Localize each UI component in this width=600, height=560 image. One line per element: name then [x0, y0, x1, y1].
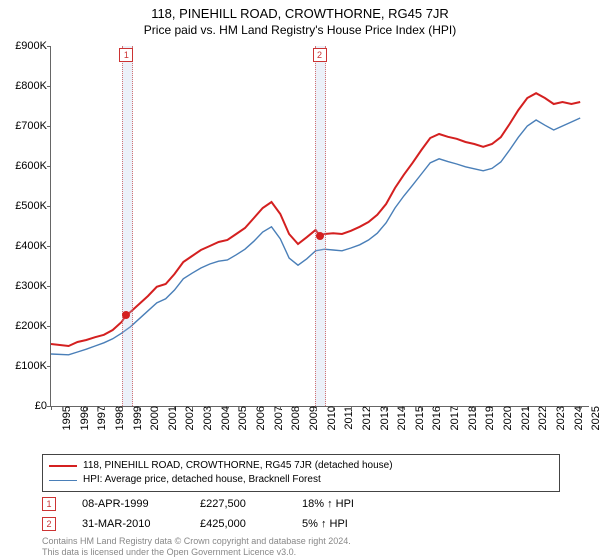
sales-row-marker: 1 — [42, 497, 56, 511]
x-axis-label: 2001 — [161, 406, 179, 430]
x-axis-label: 2012 — [355, 406, 373, 430]
x-axis-label: 2004 — [214, 406, 232, 430]
sales-row-date: 08-APR-1999 — [82, 498, 174, 510]
x-axis-label: 2024 — [567, 406, 585, 430]
x-axis-label: 2017 — [443, 406, 461, 430]
chart-container: 118, PINEHILL ROAD, CROWTHORNE, RG45 7JR… — [0, 0, 600, 560]
x-axis-label: 2018 — [461, 406, 479, 430]
y-axis-label: £500K — [0, 200, 51, 212]
x-axis-label: 1999 — [126, 406, 144, 430]
x-axis-label: 2020 — [496, 406, 514, 430]
chart-title: 118, PINEHILL ROAD, CROWTHORNE, RG45 7JR — [0, 0, 600, 21]
y-axis-label: £300K — [0, 280, 51, 292]
x-axis-label: 1998 — [108, 406, 126, 430]
sale-marker-box: 2 — [313, 48, 327, 62]
x-axis-label: 2000 — [143, 406, 161, 430]
sales-row-date: 31-MAR-2010 — [82, 518, 174, 530]
y-axis-label: £0 — [0, 400, 51, 412]
sale-range-shade — [315, 46, 327, 406]
x-axis-label: 2005 — [231, 406, 249, 430]
x-axis-label: 1997 — [90, 406, 108, 430]
chart-subtitle: Price paid vs. HM Land Registry's House … — [0, 21, 600, 41]
x-axis-label: 2008 — [284, 406, 302, 430]
sale-point — [122, 311, 130, 319]
y-axis-label: £800K — [0, 80, 51, 92]
x-axis-label: 2002 — [178, 406, 196, 430]
x-axis-label: 2021 — [514, 406, 532, 430]
x-axis-label: 2010 — [320, 406, 338, 430]
footnote: Contains HM Land Registry data © Crown c… — [42, 536, 351, 558]
y-axis-label: £200K — [0, 320, 51, 332]
sale-marker-box: 1 — [119, 48, 133, 62]
x-axis-label: 2011 — [337, 406, 355, 430]
y-axis-label: £600K — [0, 160, 51, 172]
legend-label: 118, PINEHILL ROAD, CROWTHORNE, RG45 7JR… — [83, 459, 393, 473]
legend-row: HPI: Average price, detached house, Brac… — [49, 473, 553, 487]
sales-row: 2 31-MAR-2010 £425,000 5% ↑ HPI — [42, 514, 382, 534]
legend-label: HPI: Average price, detached house, Brac… — [83, 473, 321, 487]
footnote-line-2: This data is licensed under the Open Gov… — [42, 547, 351, 558]
x-axis-label: 2007 — [267, 406, 285, 430]
plot-area: £0£100K£200K£300K£400K£500K£600K£700K£80… — [50, 46, 589, 407]
sales-row-price: £425,000 — [200, 518, 276, 530]
y-axis-label: £400K — [0, 240, 51, 252]
x-axis-label: 2013 — [373, 406, 391, 430]
y-axis-label: £700K — [0, 120, 51, 132]
footnote-line-1: Contains HM Land Registry data © Crown c… — [42, 536, 351, 547]
x-axis-label: 2009 — [302, 406, 320, 430]
sales-table: 1 08-APR-1999 £227,500 18% ↑ HPI 2 31-MAR-201… — [42, 494, 382, 534]
x-axis-label: 2014 — [390, 406, 408, 430]
x-axis-label: 2025 — [584, 406, 600, 430]
x-axis-label: 2006 — [249, 406, 267, 430]
legend-swatch — [49, 465, 77, 467]
x-axis-label: 2023 — [549, 406, 567, 430]
legend-box: 118, PINEHILL ROAD, CROWTHORNE, RG45 7JR… — [42, 454, 560, 492]
x-axis-label: 2016 — [425, 406, 443, 430]
x-axis-label: 1996 — [73, 406, 91, 430]
x-axis-label: 2015 — [408, 406, 426, 430]
x-axis-label: 1995 — [55, 406, 73, 430]
y-axis-label: £900K — [0, 40, 51, 52]
sales-row-marker: 2 — [42, 517, 56, 531]
sales-row-diff: 5% ↑ HPI — [302, 518, 382, 530]
x-axis-label: 2003 — [196, 406, 214, 430]
sale-point — [316, 232, 324, 240]
sale-range-shade — [122, 46, 134, 406]
legend-swatch — [49, 480, 77, 481]
sales-row-price: £227,500 — [200, 498, 276, 510]
legend-row: 118, PINEHILL ROAD, CROWTHORNE, RG45 7JR… — [49, 459, 553, 473]
x-axis-label: 2019 — [478, 406, 496, 430]
x-axis-label: 2022 — [531, 406, 549, 430]
y-axis-label: £100K — [0, 360, 51, 372]
sales-row-diff: 18% ↑ HPI — [302, 498, 382, 510]
sales-row: 1 08-APR-1999 £227,500 18% ↑ HPI — [42, 494, 382, 514]
